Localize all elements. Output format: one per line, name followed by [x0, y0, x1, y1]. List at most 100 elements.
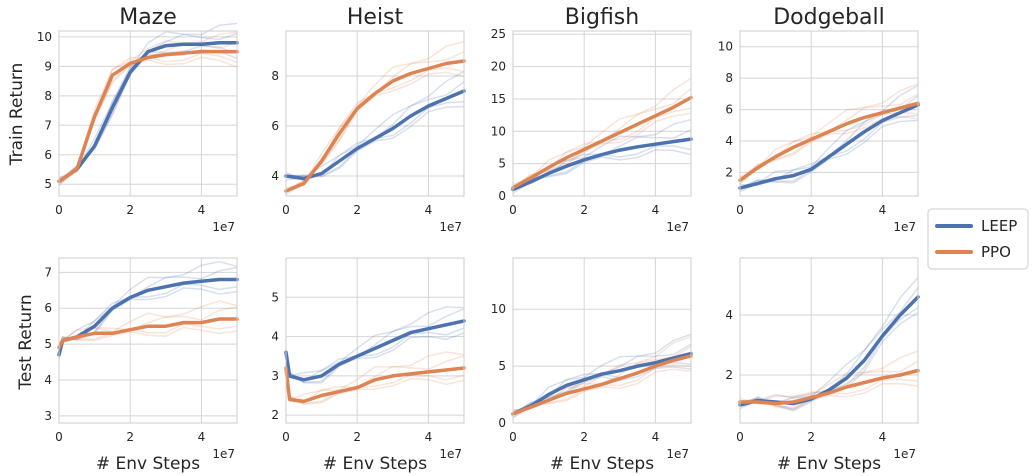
plot-area [59, 258, 237, 423]
legend: LEEP PPO [927, 208, 1029, 270]
panel-title-dodgeball: Dodgeball [773, 5, 885, 30]
y-tick-label: 2 [725, 165, 733, 179]
y-tick-label: 5 [271, 290, 279, 304]
y-tick-label: 6 [725, 103, 733, 117]
y-tick-label: 10 [491, 302, 506, 316]
panel-test-bigfish: 0 2 4 0 5 10 1e7 [491, 257, 693, 461]
panel-title-maze: Maze [119, 5, 177, 30]
seed-line-ppo [58, 300, 238, 352]
series-line-leep [284, 319, 466, 382]
xlabel-maze: # Env Steps [96, 454, 200, 474]
x-tick-label: 2 [807, 203, 815, 217]
y-tick-label: 10 [491, 124, 506, 138]
seed-line-ppo [512, 77, 692, 192]
y-tick-label: 8 [271, 69, 279, 83]
plot-frame [285, 257, 465, 424]
x-tick-label: 0 [736, 203, 744, 217]
y-tick-label: 5 [44, 337, 52, 351]
y-tick-label: 10 [718, 40, 733, 54]
series-line-ppo [738, 368, 920, 406]
series-line-ppo [57, 49, 239, 184]
y-tick-label: 4 [271, 169, 279, 183]
seed-line-ppo [285, 40, 465, 196]
panel-train-heist: 0 2 4 4 6 8 1e7 [271, 30, 466, 234]
x-tick-label: 0 [282, 203, 290, 217]
seed-line-leep [58, 287, 238, 355]
x-tick-label: 2 [126, 430, 134, 444]
y-tick-label: 7 [44, 265, 52, 279]
x-tick-label: 2 [580, 430, 588, 444]
x-tick-label: 0 [55, 203, 63, 217]
seed-line-ppo [285, 351, 465, 401]
y-tick-label: 4 [725, 308, 733, 322]
y-tick-label: 4 [44, 373, 52, 387]
series-line-leep [511, 137, 693, 192]
panel-train-bigfish: 0 2 4 0 5 10 15 20 25 1e7 [491, 27, 693, 234]
x-offset-label: 1e7 [212, 220, 235, 234]
series-line-ppo [511, 95, 693, 190]
plot-frame [285, 30, 465, 197]
x-tick-label: 4 [198, 203, 206, 217]
y-tick-label: 6 [44, 301, 52, 315]
seed-line-ppo [285, 367, 465, 406]
x-offset-label: 1e7 [439, 220, 462, 234]
legend-label-leep: LEEP [981, 217, 1017, 235]
series-line-ppo [284, 366, 466, 404]
x-tick-label: 2 [353, 430, 361, 444]
series-line-ppo [738, 101, 920, 183]
x-tick-label: 4 [425, 203, 433, 217]
y-tick-label: 5 [498, 157, 506, 171]
series-line-ppo [57, 317, 239, 350]
panel-title-heist: Heist [347, 5, 404, 30]
x-offset-label: 1e7 [893, 447, 916, 461]
ylabel-train-return: Train Return [7, 63, 27, 167]
plot-area [513, 258, 691, 423]
y-tick-label: 20 [491, 60, 506, 74]
plot-area [740, 258, 918, 423]
plot-frame [739, 30, 919, 197]
x-offset-label: 1e7 [666, 447, 689, 461]
xlabel-dodgeball: # Env Steps [777, 454, 881, 474]
xlabel-bigfish: # Env Steps [550, 454, 654, 474]
plot-frame [739, 257, 919, 424]
y-tick-label: 2 [271, 408, 279, 422]
seed-line-leep [285, 306, 465, 377]
y-tick-label: 9 [44, 59, 52, 73]
y-tick-label: 0 [498, 416, 506, 430]
series-line-ppo [511, 354, 693, 416]
x-tick-label: 4 [879, 203, 887, 217]
panel-title-bigfish: Bigfish [565, 5, 639, 30]
plot-frame [512, 30, 692, 197]
x-offset-label: 1e7 [893, 220, 916, 234]
x-offset-label: 1e7 [666, 220, 689, 234]
series-line-leep [738, 103, 920, 190]
x-tick-label: 0 [736, 430, 744, 444]
y-tick-label: 8 [44, 89, 52, 103]
panel-test-dodgeball: 0 2 4 2 4 1e7 [725, 257, 920, 461]
y-tick-label: 4 [725, 134, 733, 148]
x-tick-label: 0 [55, 430, 63, 444]
panel-train-maze: 0 2 4 5 6 7 8 9 10 1e7 [37, 22, 239, 234]
plot-area [740, 31, 918, 196]
y-tick-label: 5 [44, 177, 52, 191]
x-tick-label: 4 [652, 203, 660, 217]
y-tick-label: 0 [498, 189, 506, 203]
series-line-leep [284, 89, 466, 181]
y-tick-label: 8 [725, 71, 733, 85]
x-tick-label: 4 [652, 430, 660, 444]
seed-line-ppo [739, 350, 919, 407]
y-tick-label: 7 [44, 118, 52, 132]
x-tick-label: 2 [580, 203, 588, 217]
seed-line-leep [739, 277, 919, 410]
x-tick-label: 0 [282, 430, 290, 444]
x-tick-label: 4 [198, 430, 206, 444]
y-tick-label: 5 [498, 359, 506, 373]
x-tick-label: 2 [807, 430, 815, 444]
series-line-leep [511, 351, 693, 416]
x-offset-label: 1e7 [212, 447, 235, 461]
y-tick-label: 15 [491, 92, 506, 106]
plot-frame [58, 257, 238, 424]
plot-frame [512, 257, 692, 424]
